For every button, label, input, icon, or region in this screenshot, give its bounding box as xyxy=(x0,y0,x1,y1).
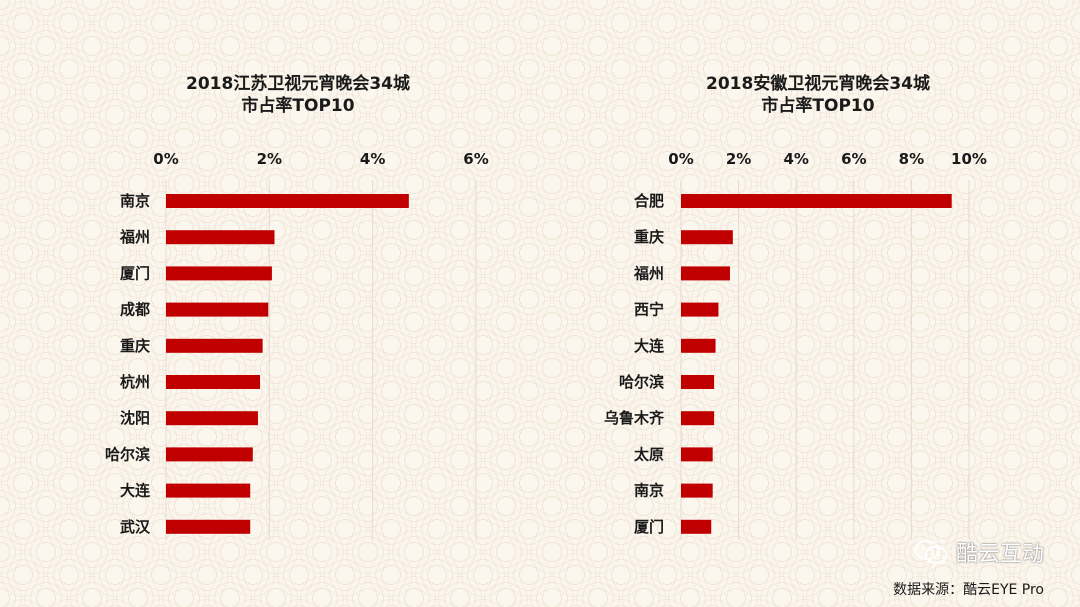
bar xyxy=(681,519,712,534)
watermark: 酷云互动 xyxy=(914,536,1044,568)
chart-title-line-2: 市占率TOP10 xyxy=(241,95,354,116)
category-label: 乌鲁木齐 xyxy=(604,409,665,427)
category-label: 合肥 xyxy=(633,192,664,210)
category-label: 成都 xyxy=(120,301,150,319)
category-label: 厦门 xyxy=(634,518,664,536)
data-source-text: 数据来源：酷云EYE Pro xyxy=(893,582,1044,598)
bar xyxy=(681,483,713,498)
bar xyxy=(166,338,263,353)
category-label: 哈尔滨 xyxy=(619,373,664,391)
bar xyxy=(681,266,730,281)
category-label: 重庆 xyxy=(634,228,664,246)
x-tick-label: 6% xyxy=(841,150,866,168)
bar xyxy=(166,483,251,498)
chart-title-line-1: 2018江苏卫视元宵晚会34城 xyxy=(186,73,410,94)
category-label: 杭州 xyxy=(120,373,150,391)
category-label: 重庆 xyxy=(120,337,150,355)
watermark-text: 酷云互动 xyxy=(955,542,1044,567)
chart-title-line-1: 2018安徽卫视元宵晚会34城 xyxy=(706,73,930,94)
bar xyxy=(681,194,952,208)
bar xyxy=(166,375,261,389)
category-label: 南京 xyxy=(120,192,150,210)
x-tick-label: 6% xyxy=(463,150,488,168)
category-label: 武汉 xyxy=(120,518,151,536)
category-label: 太原 xyxy=(634,445,664,463)
x-tick-label: 10% xyxy=(951,150,987,168)
x-tick-label: 2% xyxy=(726,150,751,168)
bar xyxy=(681,375,715,389)
chart-title-line-2: 市占率TOP10 xyxy=(761,95,874,116)
bar xyxy=(166,230,275,245)
bar xyxy=(166,194,409,208)
category-label: 西宁 xyxy=(634,301,664,319)
x-tick-label: 8% xyxy=(899,150,924,168)
bar xyxy=(681,338,716,353)
x-tick-label: 2% xyxy=(257,150,282,168)
category-label: 大连 xyxy=(634,337,665,355)
x-tick-label: 4% xyxy=(783,150,808,168)
bar xyxy=(166,447,253,462)
bar xyxy=(681,302,719,317)
bar xyxy=(681,230,733,245)
bar xyxy=(166,302,269,317)
category-label: 大连 xyxy=(120,482,151,500)
category-label: 厦门 xyxy=(120,264,150,282)
x-tick-label: 0% xyxy=(668,150,693,168)
bar xyxy=(166,411,258,426)
category-label: 南京 xyxy=(634,482,664,500)
category-label: 福州 xyxy=(633,264,664,282)
bar xyxy=(681,411,715,426)
category-label: 沈阳 xyxy=(120,409,150,427)
category-label: 福州 xyxy=(119,228,150,246)
x-tick-label: 0% xyxy=(153,150,178,168)
wechat-icon xyxy=(914,540,947,564)
x-tick-label: 4% xyxy=(360,150,385,168)
bar xyxy=(166,266,272,281)
bar xyxy=(166,519,251,534)
category-label: 哈尔滨 xyxy=(105,445,150,463)
bar xyxy=(681,447,713,462)
